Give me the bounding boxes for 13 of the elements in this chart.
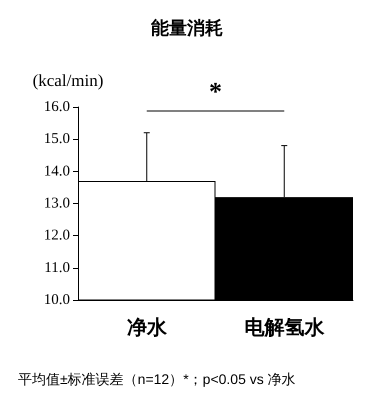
chart-title: 能量消耗 (151, 18, 223, 38)
y-tick-label: 11.0 (44, 260, 70, 276)
x-tick-label: 电解氢水 (244, 317, 326, 339)
y-tick-label: 16.0 (44, 99, 70, 115)
y-axis-title: (kcal/min) (32, 71, 104, 90)
y-tick-label: 12.0 (44, 228, 70, 244)
y-tick-label: 10.0 (44, 292, 70, 308)
y-tick-label: 15.0 (44, 131, 70, 148)
x-tick-label: 净水 (126, 317, 168, 339)
text: * (208, 77, 223, 107)
text: 平均值±标准误差（n=12）*；p<0.05 vs 净水 (18, 371, 296, 387)
y-tick-label: 13.0 (44, 196, 70, 212)
y-tick-label: 14.0 (44, 163, 70, 180)
